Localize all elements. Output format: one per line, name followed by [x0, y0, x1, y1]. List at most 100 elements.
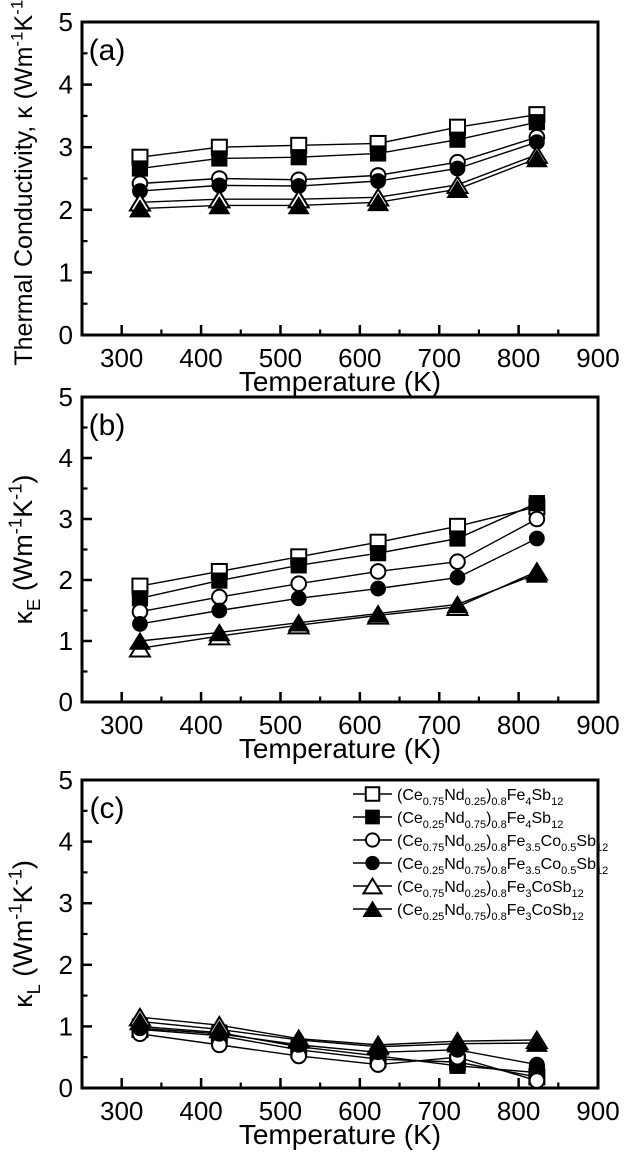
- text-segment-sub: 0.75: [423, 796, 444, 808]
- x-tick-label: 500: [259, 1096, 302, 1126]
- series-line-open-circle: [139, 518, 538, 613]
- marker-filled-square-x423: [211, 150, 228, 167]
- legend-marker-open-circle: [364, 832, 381, 848]
- x-tick-label: 700: [418, 1096, 461, 1126]
- text-segment-t: Sb: [576, 856, 596, 873]
- text-segment-t: κ: [8, 994, 38, 1008]
- text-segment-t: (Wm: [8, 534, 38, 598]
- legend: (Ce0.75Nd0.25)0.8Fe4Sb12(Ce0.25Nd0.75)0.…: [353, 786, 608, 923]
- text-segment-sub: 0.5: [561, 865, 576, 877]
- text-segment-sup: -1: [5, 518, 26, 534]
- x-tick-label: 400: [179, 710, 222, 740]
- text-segment-t: Nd: [444, 856, 464, 873]
- marker-open-circle-x823: [528, 510, 546, 528]
- marker-filled-triangle-x523: [287, 196, 310, 215]
- text-segment-t: Temperature (K): [239, 1119, 441, 1150]
- text-segment-sub: 12: [572, 911, 584, 923]
- text-segment-sup: -1: [5, 869, 26, 885]
- y-tick-label: 1: [59, 626, 73, 656]
- panel-c: 300 400 500 600 700 800 900012345(c)Temperatur…: [5, 765, 620, 1150]
- y-tick-label: 4: [59, 827, 73, 857]
- legend-entry: (Ce0.75Nd0.25)0.8Fe4Sb12: [353, 786, 563, 808]
- text-segment-sub: 0.25: [423, 819, 444, 831]
- text-segment-t: Co: [541, 833, 562, 850]
- text-segment-sup: -1: [5, 484, 26, 500]
- text-segment-t: Fe: [507, 879, 526, 896]
- text-segment-sub: 12: [551, 796, 563, 808]
- text-segment-sub: 12: [572, 888, 584, 900]
- text-segment-sub: 4: [525, 819, 531, 831]
- marker-filled-square-x423: [211, 572, 228, 589]
- marker-filled-square-x623: [370, 145, 387, 162]
- marker-filled-circle-x323: [132, 616, 148, 632]
- text-segment-t: ): [486, 833, 491, 850]
- text-segment-sub: 3.5: [525, 842, 540, 854]
- marker-filled-triangle-x623: [367, 604, 390, 623]
- marker-filled-triangle-x523: [287, 1030, 310, 1049]
- text-segment-t: (Ce: [397, 879, 423, 896]
- text-segment-t: CoSb: [532, 902, 572, 919]
- marker-filled-square-x723: [449, 131, 466, 148]
- text-segment-sub: E: [23, 599, 44, 611]
- marker-filled-square-x723: [449, 530, 466, 547]
- x-tick-label: 600: [338, 710, 381, 740]
- y-tick-label: 4: [59, 443, 73, 473]
- text-segment-t: (Ce: [397, 810, 423, 827]
- legend-label: (Ce0.25Nd0.75)0.8Fe3CoSb12: [397, 902, 584, 923]
- text-segment-sub: 0.8: [491, 865, 506, 877]
- legend-entry: (Ce0.25Nd0.75)0.8Fe4Sb12: [353, 809, 563, 831]
- text-segment-t: Fe: [507, 902, 526, 919]
- series-line-filled-triangle: [139, 573, 538, 642]
- text-segment-sub: 12: [596, 865, 608, 877]
- x-tick-label: 800: [497, 710, 540, 740]
- marker-filled-triangle-x423: [208, 1020, 231, 1039]
- legend-label: (Ce0.25Nd0.75)0.8Fe4Sb12: [397, 810, 563, 831]
- marker-filled-circle-x823: [528, 1056, 545, 1073]
- marker-filled-triangle-x323: [128, 1012, 152, 1031]
- x-tick-label: 300: [100, 710, 143, 740]
- text-segment-sub: 3: [525, 888, 531, 900]
- text-segment-sub: 0.8: [491, 911, 506, 923]
- text-segment-t: Sb: [576, 833, 596, 850]
- text-segment-sub: 4: [525, 796, 531, 808]
- text-segment-sub: 0.8: [491, 842, 506, 854]
- y-tick-label: 1: [59, 1011, 73, 1041]
- text-segment-t: (Ce: [397, 902, 423, 919]
- series-line-filled-square: [139, 502, 538, 599]
- text-segment-sub: 0.75: [423, 888, 444, 900]
- text-segment-sub: 0.25: [423, 911, 444, 923]
- marker-filled-circle-x623: [370, 173, 387, 189]
- panel-label-c: (c): [90, 792, 125, 825]
- series-line-filled-circle: [139, 141, 538, 192]
- series-line-open-triangle: [139, 570, 538, 650]
- text-segment-t: K: [10, 14, 38, 31]
- panel-label-b: (b): [89, 409, 126, 442]
- text-segment-t: Temperature (K): [239, 366, 441, 397]
- text-segment-sub: 0.25: [465, 842, 486, 854]
- text-segment-t: ): [486, 879, 491, 896]
- marker-filled-square-x523: [290, 149, 307, 166]
- legend-entry: (Ce0.75Nd0.25)0.8Fe3.5Co0.5Sb12: [353, 832, 608, 854]
- y-axis-title: Thermal Conductivity, κ (Wm-1K-1): [8, 0, 39, 366]
- marker-filled-triangle-x323: [128, 199, 152, 218]
- legend-entry: (Ce0.25Nd0.75)0.8Fe3.5Co0.5Sb12: [353, 855, 608, 877]
- marker-open-circle-x823: [528, 1072, 546, 1089]
- y-tick-label: 3: [59, 132, 73, 162]
- x-tick-label: 400: [179, 1096, 222, 1126]
- text-segment-t: ): [486, 902, 491, 919]
- panel-b: 300 400 500 600 700 800 900 0 1 2 3 4 5 (b) Temperatur…: [5, 382, 620, 764]
- legend-entry: (Ce0.75Nd0.25)0.8Fe3CoSb12: [353, 876, 584, 900]
- y-tick-label: 0: [59, 1073, 73, 1103]
- marker-filled-square-x523: [290, 557, 307, 574]
- text-segment-t: (Wm: [8, 920, 38, 984]
- marker-filled-triangle-x823: [525, 564, 548, 583]
- text-segment-sub: 12: [551, 819, 563, 831]
- marker-filled-triangle-x723: [446, 1034, 469, 1053]
- y-axis-title: κL (Wm-1K-1): [5, 860, 44, 1008]
- plot-box: [80, 20, 600, 337]
- text-segment-t: Sb: [532, 787, 552, 804]
- text-segment-sub: 0.75: [465, 865, 486, 877]
- text-segment-t: ): [486, 787, 491, 804]
- y-tick-label: 5: [59, 382, 73, 412]
